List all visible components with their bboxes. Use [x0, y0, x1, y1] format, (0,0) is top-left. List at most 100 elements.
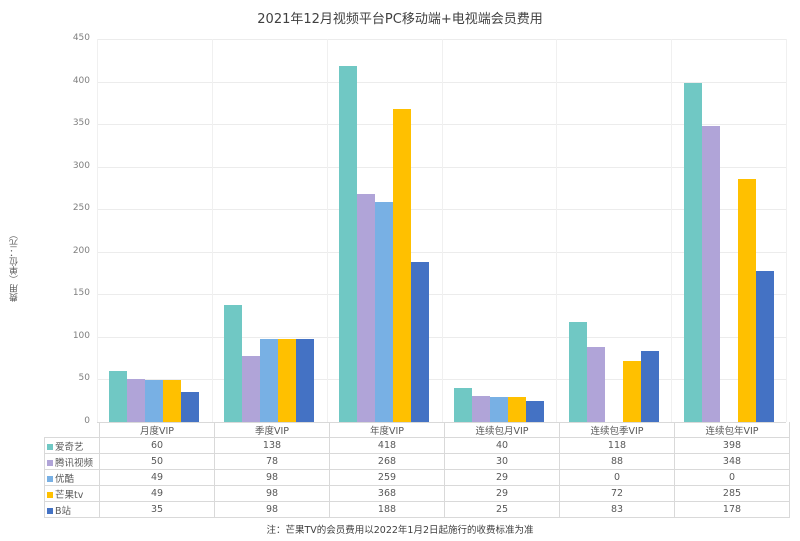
legend-entry: B站 — [44, 501, 100, 518]
table-cell: 188 — [329, 501, 445, 518]
table-cell: 118 — [559, 437, 675, 454]
y-tick-label: 350 — [72, 118, 90, 129]
table-cell: 98 — [214, 485, 330, 502]
bar[interactable] — [278, 338, 297, 422]
table-cell: 60 — [99, 437, 215, 454]
y-axis-label: 费用（单位：元） — [10, 230, 20, 302]
bar[interactable] — [224, 304, 243, 422]
bar[interactable] — [375, 201, 394, 422]
category-header: 连续包月VIP — [444, 422, 560, 438]
y-tick-label: 450 — [72, 33, 90, 43]
category-divider — [556, 39, 558, 422]
table-cell: 368 — [329, 485, 445, 502]
table-cell: 138 — [214, 437, 330, 454]
bar[interactable] — [339, 66, 358, 422]
bar[interactable] — [260, 338, 279, 422]
chart-title: 2021年12月视频平台PC移动端+电视端会员费用 — [257, 12, 543, 27]
table-cell: 29 — [444, 485, 560, 502]
table-cell: 40 — [444, 437, 560, 454]
table-cell: 29 — [444, 469, 560, 486]
series-name: B站 — [55, 505, 72, 517]
category-header: 月度VIP — [99, 422, 215, 438]
legend-swatch-icon — [47, 492, 53, 498]
legend-swatch-icon — [47, 508, 53, 514]
legend-entry: 芒果tv — [44, 485, 100, 502]
bar[interactable] — [181, 392, 200, 422]
table-cell: 398 — [674, 437, 790, 454]
category-divider — [97, 39, 98, 422]
bar[interactable] — [622, 360, 641, 422]
legend-entry: 腾讯视频 — [44, 453, 100, 470]
series-name: 腾讯视频 — [55, 457, 94, 469]
y-tick-label: 50 — [78, 373, 90, 384]
table-row: B站 35 98 188 25 83 178 — [44, 501, 790, 518]
category-header: 季度VIP — [214, 422, 330, 438]
table-cell: 83 — [559, 501, 675, 518]
y-tick-label: 100 — [72, 330, 90, 341]
table-cell: 49 — [99, 469, 215, 486]
bar[interactable] — [755, 270, 774, 422]
legend-swatch-icon — [47, 460, 53, 466]
bar[interactable] — [640, 351, 659, 422]
footnote: 注：芒果TV的会员费用以2022年1月2日起施行的收费标准为准 — [266, 525, 534, 536]
bar[interactable] — [145, 380, 164, 422]
legend-swatch-icon — [47, 444, 53, 450]
bar[interactable] — [489, 397, 508, 422]
legend-swatch-icon — [47, 476, 53, 482]
bar[interactable] — [411, 261, 430, 422]
table-cell: 49 — [99, 485, 215, 502]
table-row: 芒果tv 49 98 368 29 72 285 — [44, 485, 790, 502]
table-cell: 88 — [559, 453, 675, 470]
table-row: 爱奇艺 60 138 418 40 118 398 — [44, 437, 790, 454]
table-cell: 30 — [444, 453, 560, 470]
table-cell: 72 — [559, 485, 675, 502]
category-divider — [786, 39, 787, 422]
series-name: 芒果tv — [55, 489, 84, 501]
category-divider — [211, 39, 213, 422]
y-tick-label: 250 — [72, 203, 90, 214]
category-header: 连续包年VIP — [674, 422, 790, 438]
table-cell: 78 — [214, 453, 330, 470]
series-name: 优酷 — [55, 473, 75, 485]
bar[interactable] — [242, 355, 261, 422]
table-row: 优酷 49 98 259 29 0 0 — [44, 469, 790, 486]
bar[interactable] — [296, 338, 315, 422]
bar[interactable] — [127, 379, 146, 422]
table-cell: 285 — [674, 485, 790, 502]
bar[interactable] — [586, 347, 605, 422]
bar[interactable] — [453, 387, 472, 422]
table-cell: 178 — [674, 501, 790, 518]
category-divider — [441, 39, 443, 422]
table-corner — [45, 422, 100, 438]
legend-entry: 优酷 — [44, 469, 100, 486]
bar[interactable] — [109, 370, 128, 422]
bar[interactable] — [568, 321, 587, 422]
bar[interactable] — [357, 193, 376, 422]
series-name: 爱奇艺 — [55, 441, 84, 453]
table-cell: 25 — [444, 501, 560, 518]
bar[interactable] — [507, 397, 526, 422]
bar[interactable] — [393, 108, 412, 422]
table-cell: 98 — [214, 501, 330, 518]
table-cell: 259 — [329, 469, 445, 486]
y-tick-label: 300 — [72, 160, 90, 171]
y-tick-label: 200 — [72, 245, 90, 256]
bar[interactable] — [737, 179, 756, 422]
category-header: 年度VIP — [329, 422, 445, 438]
table-cell: 418 — [329, 437, 445, 454]
category-divider — [671, 39, 673, 422]
bar[interactable] — [701, 125, 720, 422]
table-cell: 35 — [99, 501, 215, 518]
table-cell: 98 — [214, 469, 330, 486]
bar[interactable] — [163, 380, 182, 422]
y-tick-label: 150 — [72, 288, 90, 299]
legend-entry: 爱奇艺 — [44, 437, 100, 454]
bar[interactable] — [471, 396, 490, 422]
table-cell: 0 — [559, 469, 675, 486]
data-table: 月度VIP 季度VIP 年度VIP 连续包月VIP 连续包季VIP 连续包年VIP 爱奇艺 6… — [44, 422, 790, 518]
bar[interactable] — [683, 83, 702, 422]
table-cell: 348 — [674, 453, 790, 470]
bar[interactable] — [525, 400, 544, 422]
table-cell: 50 — [99, 453, 215, 470]
category-header: 连续包季VIP — [559, 422, 675, 438]
